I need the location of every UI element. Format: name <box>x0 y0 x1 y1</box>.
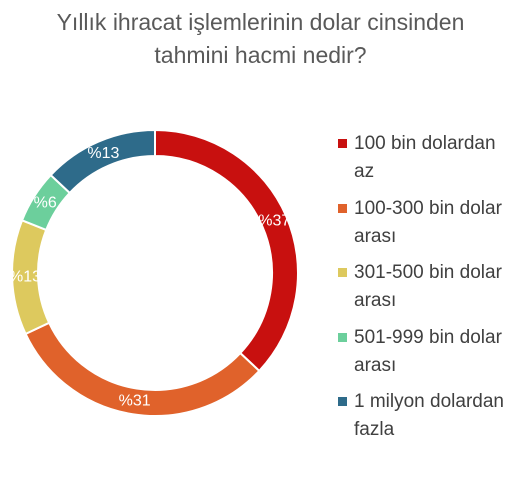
donut-slice <box>154 128 299 373</box>
legend-swatch <box>338 139 347 148</box>
donut-slice <box>49 128 156 195</box>
legend-label: 301-500 bin dolar arası <box>354 262 502 311</box>
value-label: %31 <box>119 393 151 410</box>
value-label: %13 <box>87 145 119 162</box>
legend-item: 501-999 bin dolar arası <box>338 324 518 389</box>
legend-label: 501-999 bin dolar arası <box>354 326 502 376</box>
legend-label: 1 milyon dolardan fazla <box>354 391 504 440</box>
legend-swatch <box>338 268 347 277</box>
legend-swatch <box>338 397 347 406</box>
legend-swatch <box>338 203 347 213</box>
legend-item: 301-500 bin dolar arası <box>338 259 518 324</box>
legend-label: 100 bin dolardan az <box>354 133 496 182</box>
legend-item: 100 bin dolardan az <box>338 130 518 195</box>
legend: 100 bin dolardan az 100-300 bin dolar ara… <box>338 130 518 453</box>
legend-item: 1 milyon dolardan fazla <box>338 388 518 453</box>
legend-label: 100-300 bin dolar arası <box>354 197 502 247</box>
value-label: %37 <box>258 213 290 230</box>
value-label: %13 <box>9 268 41 285</box>
legend-item: 100-300 bin dolar arası <box>338 195 518 260</box>
value-label: %6 <box>34 195 57 212</box>
chart-title: Yıllık ihracat işlemlerinin dolar cinsin… <box>56 9 465 68</box>
legend-swatch <box>338 332 347 342</box>
